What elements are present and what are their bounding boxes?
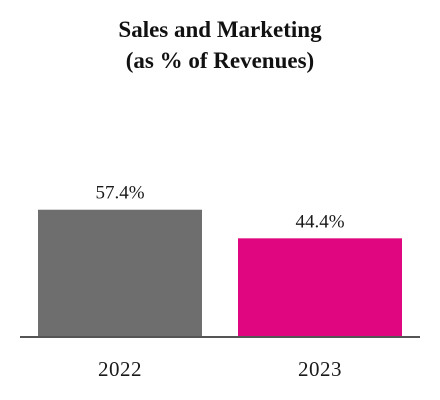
value-label-2022: 57.4% — [95, 183, 144, 204]
value-label-2023: 44.4% — [295, 211, 344, 232]
chart-subtitle: (as % of Revenues) — [125, 48, 315, 73]
bar-2023 — [238, 238, 402, 336]
bar-2022 — [38, 209, 202, 336]
x-tick-label-2023: 2023 — [298, 357, 342, 381]
chart-title-block: Sales and Marketing (as % of Revenues) — [0, 14, 440, 76]
x-tick-label-2022: 2022 — [98, 357, 142, 381]
bars-layer: 57.4% 2022 44.4% 2023 — [38, 183, 402, 381]
chart-title: Sales and Marketing — [118, 17, 322, 42]
